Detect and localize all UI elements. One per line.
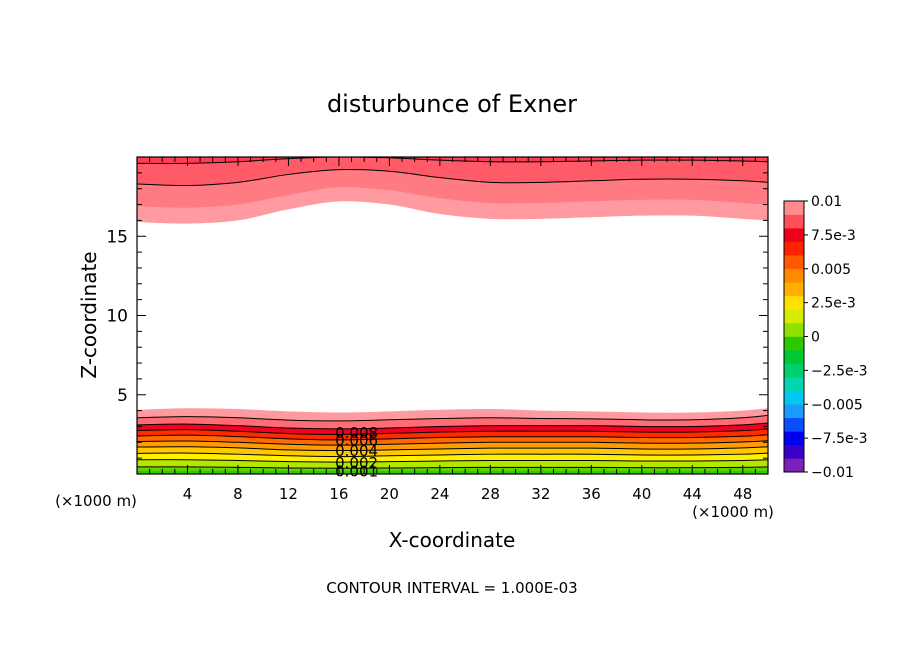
x-tick-label: 20 (380, 485, 399, 503)
colorbar-swatch (784, 377, 804, 391)
colorbar-swatch (784, 214, 804, 229)
colorbar-label: 0.005 (811, 262, 851, 278)
x-tick-label: 32 (531, 485, 550, 503)
contour-label: 0.004 (335, 442, 378, 460)
top-contour-line-2 (137, 169, 768, 187)
contour-label: 0.008 (335, 424, 378, 442)
colorbar-swatch (784, 241, 804, 256)
bottom-contour-line-8 (137, 414, 768, 422)
colorbar-swatch (784, 322, 804, 337)
colorbar-label: 0.01 (811, 194, 842, 210)
x-tick-label: 8 (233, 485, 243, 503)
colorbar-swatch (784, 295, 804, 310)
colorbar-label: −0.005 (811, 397, 863, 413)
colorbar-swatch (784, 417, 804, 432)
bottom-contour-line-0 (137, 466, 768, 469)
colorbar-label: 2.5e-3 (811, 296, 856, 312)
top-band-2 (137, 157, 768, 186)
y-tick-label: 5 (117, 386, 128, 406)
x-tick-label: 24 (430, 485, 449, 503)
y-tick-label: 15 (106, 227, 128, 247)
x-axis: 4 8 12 16 20 24 28 32 36 40 44 48 (136, 157, 769, 503)
contour-interval-footer: CONTOUR INTERVAL = 1.000E-03 (326, 579, 577, 597)
colorbar (783, 200, 805, 473)
y-tick-label: 10 (106, 307, 128, 327)
colorbar-swatch (784, 350, 804, 364)
colorbar-label: −0.01 (811, 465, 854, 481)
bottom-contour-line-5 (137, 434, 768, 441)
colorbar-swatch (784, 228, 804, 242)
colorbar-swatch (784, 336, 804, 351)
x-tick-label: 44 (683, 485, 702, 503)
contour-fills (137, 157, 768, 474)
x-tick-label: 36 (582, 485, 601, 503)
colorbar-swatch (784, 444, 804, 459)
contour-label: 0.001 (335, 463, 378, 481)
x-tick-label: 48 (733, 485, 752, 503)
colorbar-swatch (784, 282, 804, 297)
colorbar-swatch (784, 431, 804, 446)
x-tick-label: 12 (279, 485, 298, 503)
colorbar-swatch (784, 363, 804, 378)
colorbar-labels: 0.01 7.5e-3 0.005 2.5e-3 0 −2.5e-3 −0.005 −7.5e… (804, 194, 868, 481)
colorbar-swatch (784, 309, 804, 324)
contour-label: 0.002 (335, 454, 378, 472)
bottom-contour-line-2 (137, 452, 768, 458)
bottom-contour-line-6 (137, 428, 768, 435)
colorbar-label: 7.5e-3 (811, 228, 856, 244)
colorbar-swatch (784, 268, 804, 283)
x-tick-label: 40 (632, 485, 651, 503)
x-unit-left: (×1000 m) (55, 492, 137, 510)
x-tick-label: 28 (481, 485, 500, 503)
colorbar-swatch (784, 390, 804, 405)
y-axis: 5 10 15 (106, 156, 768, 475)
bottom-contour-line-4 (137, 440, 768, 446)
bottom-contour-line-1 (137, 459, 768, 463)
colorbar-label: −2.5e-3 (811, 363, 868, 379)
colorbar-label: −7.5e-3 (811, 431, 868, 447)
colorbar-swatch (784, 255, 804, 270)
y-axis-label: Z-coordinate (77, 251, 101, 378)
x-unit-right: (×1000 m) (692, 503, 774, 521)
bottom-contour-line-7 (137, 422, 768, 430)
chart-title: disturbunce of Exner (327, 90, 577, 118)
colorbar-swatch (784, 201, 804, 215)
colorbar-swatch (784, 458, 804, 473)
x-tick-label: 4 (183, 485, 193, 503)
colorbar-swatch (784, 404, 804, 419)
colorbar-label: 0 (811, 330, 820, 346)
x-axis-label: X-coordinate (389, 528, 516, 552)
contour-label: 0.006 (335, 432, 378, 450)
bottom-contour-line-3 (137, 446, 768, 452)
x-tick-label: 16 (329, 485, 348, 503)
